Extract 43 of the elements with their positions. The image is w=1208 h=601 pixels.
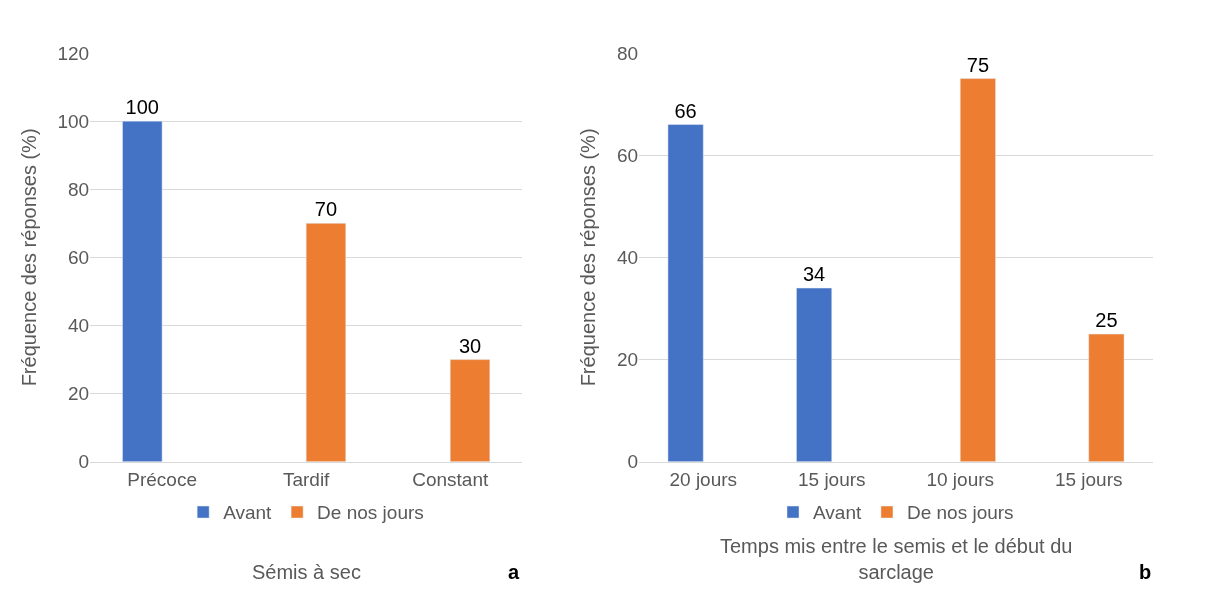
bar — [305, 223, 347, 462]
x-tick-label: Constant — [412, 468, 489, 490]
data-label: 30 — [458, 334, 482, 357]
x-axis-title: Sémis à sec — [252, 561, 361, 583]
y-tick-label: 120 — [57, 42, 90, 64]
data-label: 75 — [966, 53, 990, 76]
legend-label: Avant — [813, 502, 862, 524]
y-tick-label: 60 — [67, 247, 90, 269]
legend-label: Avant — [223, 502, 273, 524]
bar — [449, 359, 491, 462]
bar — [959, 78, 996, 462]
x-axis-title: Temps mis entre le semis et le début du sarclage — [720, 535, 1073, 583]
y-tick-label: 0 — [78, 451, 90, 473]
text: a — [508, 561, 520, 583]
legend-label: De nos jours — [906, 502, 1014, 524]
x-tick-label: 15 jours — [1054, 468, 1123, 490]
data-label: 66 — [674, 99, 697, 122]
data-label: 25 — [1095, 309, 1118, 332]
bar — [796, 287, 833, 462]
text: b — [1139, 561, 1152, 583]
x-tick-label: Tardif — [282, 468, 331, 490]
y-tick-label: 0 — [627, 451, 639, 473]
y-tick-label: 20 — [67, 383, 90, 405]
y-tick-label: 20 — [616, 349, 639, 371]
x-tick-label: 10 jours — [926, 468, 995, 490]
data-label: 70 — [314, 198, 338, 221]
y-axis-title: Fréquence des réponses (%) — [577, 128, 600, 387]
y-tick-label: 100 — [57, 110, 90, 132]
x-tick-label: Précoce — [127, 468, 197, 490]
y-tick-label: 60 — [616, 144, 639, 166]
legend-label: De nos jours — [317, 502, 424, 524]
y-tick-label: 80 — [616, 42, 639, 64]
bar — [667, 124, 704, 462]
data-label: 100 — [125, 96, 159, 119]
y-tick-label: 40 — [67, 315, 90, 337]
x-tick-label: 15 jours — [797, 468, 866, 490]
y-tick-label: 40 — [616, 247, 639, 269]
y-tick-label: 80 — [67, 178, 90, 200]
y-axis-title: Fréquence des réponses (%) — [17, 128, 40, 387]
bar — [122, 120, 163, 462]
bar — [1088, 333, 1125, 462]
x-tick-label: 20 jours — [669, 468, 738, 490]
data-label: 34 — [802, 263, 826, 286]
